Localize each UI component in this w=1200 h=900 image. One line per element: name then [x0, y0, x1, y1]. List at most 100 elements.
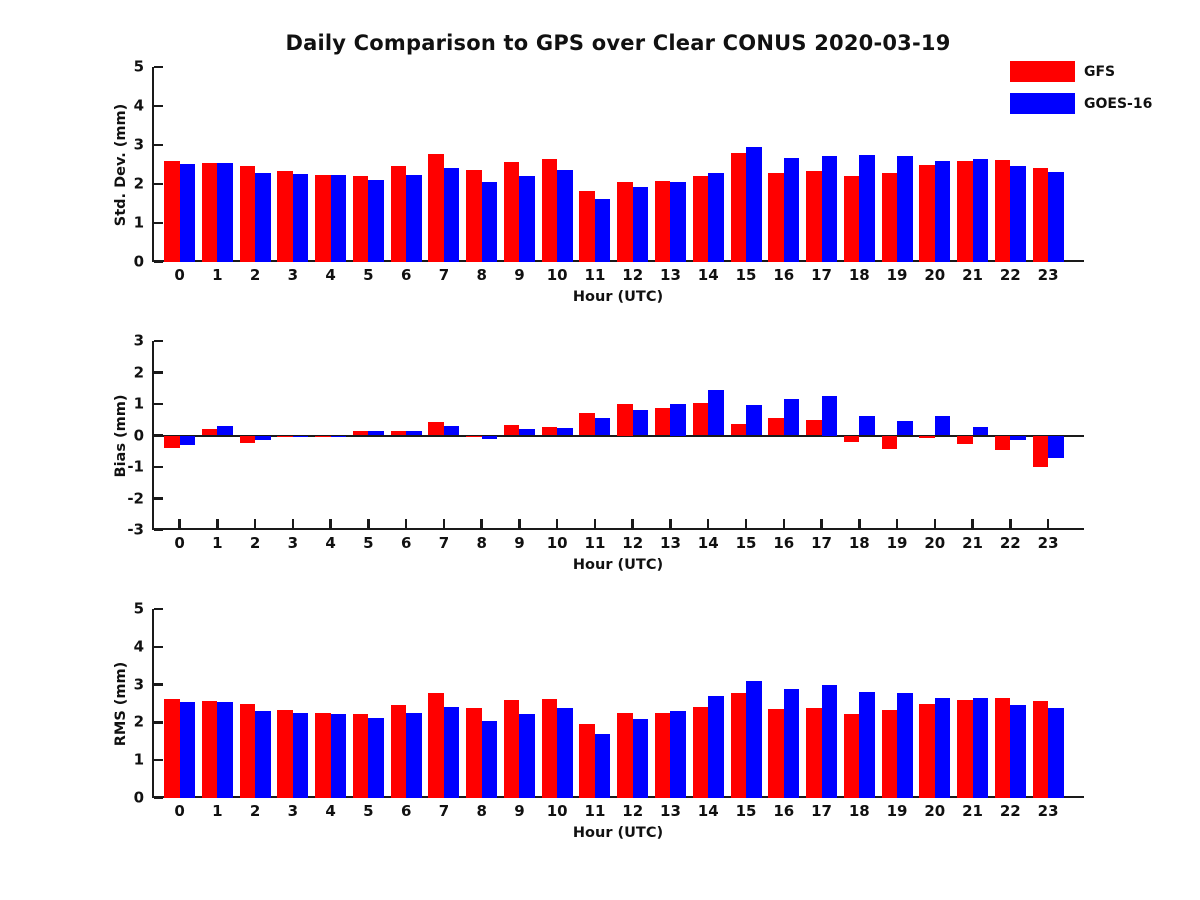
x-tick-label: 1	[212, 266, 223, 284]
bar-goes16-h16	[783, 398, 800, 436]
x-tick-label: 7	[438, 802, 450, 820]
y-tick	[154, 221, 163, 225]
bar-goes16-h17	[821, 684, 838, 798]
bar-gfs-h10	[541, 698, 558, 798]
bar-goes16-h16	[783, 157, 800, 262]
x-tick-label: 4	[325, 802, 336, 820]
bar-gfs-h19	[881, 709, 898, 798]
x-tick-label: 3	[287, 266, 299, 284]
bar-goes16-h13	[670, 711, 686, 798]
bar-gfs-h13	[654, 181, 671, 262]
bar-goes16-h22	[1010, 165, 1026, 262]
x-tick-label: 22	[999, 802, 1021, 820]
x-tick-label: 20	[924, 534, 946, 552]
x-tick-label: 1	[212, 534, 223, 552]
x-tick-label: 10	[546, 802, 568, 820]
bar-gfs-h20	[919, 165, 935, 262]
x-tick	[933, 519, 937, 528]
bar-goes16-h12	[632, 187, 649, 262]
x-tick-label: 18	[848, 802, 870, 820]
bar-gfs-h22	[994, 435, 1011, 450]
x-tick-label: 23	[1037, 534, 1059, 552]
bar-goes16-h14	[708, 173, 724, 262]
x-tick-label: 16	[773, 534, 795, 552]
stddev-y-axis-label: Std. Dev. (mm)	[113, 103, 129, 226]
bar-goes16-h11	[594, 418, 611, 436]
x-tick-label: 14	[697, 802, 719, 820]
bar-goes16-h10	[557, 169, 573, 262]
bar-goes16-h22	[1010, 704, 1026, 798]
x-tick-label: 13	[660, 266, 681, 284]
y-tick	[154, 645, 163, 649]
bar-goes16-h18	[859, 691, 875, 798]
y-tick-label: -2	[127, 489, 144, 507]
bias-plot-area: -3 -2 -1 0 1 2 3 0 1 2 3 4 5 6 7 8 9 10 11 12 13 14 15 16 17 18 19…	[127, 333, 1084, 551]
rms-plot-area: 0 1 2 3 4 5 0 1 2 3 4 5 6 7 8 9 10 11 12 13 14 15 16 17 18 19 20 21…	[134, 601, 1084, 819]
bar-goes16-h14	[708, 695, 724, 798]
bar-gfs-h2	[239, 435, 256, 444]
x-tick-label: 18	[848, 266, 870, 284]
bar-gfs-h6	[390, 705, 407, 798]
x-tick	[1046, 519, 1050, 528]
bar-goes16-h18	[859, 416, 875, 436]
x-tick-label: 23	[1037, 266, 1059, 284]
x-tick	[253, 519, 257, 528]
x-tick-label: 0	[174, 534, 185, 552]
y-tick	[154, 339, 163, 343]
x-tick	[555, 519, 559, 528]
bar-gfs-h11	[579, 412, 595, 436]
bar-gfs-h23	[1032, 168, 1049, 262]
bar-goes16-h8	[481, 435, 498, 439]
y-tick-label: 3	[133, 331, 144, 350]
bar-gfs-h3	[277, 709, 293, 798]
x-tick-label: 18	[848, 534, 870, 552]
bar-goes16-h18	[859, 154, 875, 262]
bar-goes16-h8	[481, 720, 498, 798]
bar-goes16-h7	[443, 426, 460, 436]
x-tick	[404, 519, 408, 528]
y-tick-label: 3	[133, 675, 144, 694]
x-tick-label: 17	[811, 266, 832, 284]
x-tick-label: 17	[811, 534, 832, 552]
bar-goes16-h21	[972, 698, 989, 798]
bar-gfs-h16	[768, 417, 784, 436]
x-tick	[593, 519, 597, 528]
bar-gfs-h4	[315, 712, 331, 798]
x-tick-label: 13	[660, 534, 681, 552]
bar-gfs-h12	[617, 712, 633, 798]
x-tick-label: 22	[999, 534, 1021, 552]
x-tick	[744, 519, 748, 528]
x-tick-label: 2	[249, 802, 261, 820]
x-tick-label: 16	[773, 802, 795, 820]
bar-goes16-h11	[594, 198, 611, 262]
x-tick-label: 4	[325, 534, 336, 552]
bar-gfs-h11	[579, 191, 595, 262]
y-tick-label: 2	[133, 174, 144, 193]
x-tick-label: 11	[584, 266, 606, 284]
y-tick-label: 3	[133, 135, 144, 154]
bar-gfs-h19	[881, 435, 898, 450]
x-tick	[329, 519, 332, 528]
x-tick-label: 10	[546, 534, 568, 552]
x-tick-label: 12	[622, 534, 644, 552]
bar-gfs-h4	[315, 435, 331, 437]
bar-goes16-h12	[632, 409, 649, 436]
x-tick-label: 11	[584, 802, 606, 820]
x-tick	[178, 519, 181, 528]
bar-gfs-h14	[692, 706, 709, 798]
bar-goes16-h4	[330, 713, 347, 798]
bar-goes16-h20	[934, 698, 951, 798]
bar-goes16-h19	[897, 155, 913, 262]
y-tick	[154, 796, 163, 800]
bar-gfs-h21	[957, 700, 973, 798]
x-tick-label: 14	[697, 266, 719, 284]
bar-goes16-h13	[670, 182, 686, 262]
y-tick	[154, 143, 163, 147]
legend: GFS GOES-16	[1010, 61, 1152, 125]
bar-goes16-h9	[519, 175, 535, 262]
bias-x-axis-label: Hour (UTC)	[572, 557, 664, 573]
legend-entry-gfs: GFS	[1010, 61, 1152, 82]
bar-gfs-h11	[579, 724, 595, 798]
legend-entry-goes16: GOES-16	[1010, 93, 1152, 114]
x-tick-label: 15	[735, 802, 757, 820]
